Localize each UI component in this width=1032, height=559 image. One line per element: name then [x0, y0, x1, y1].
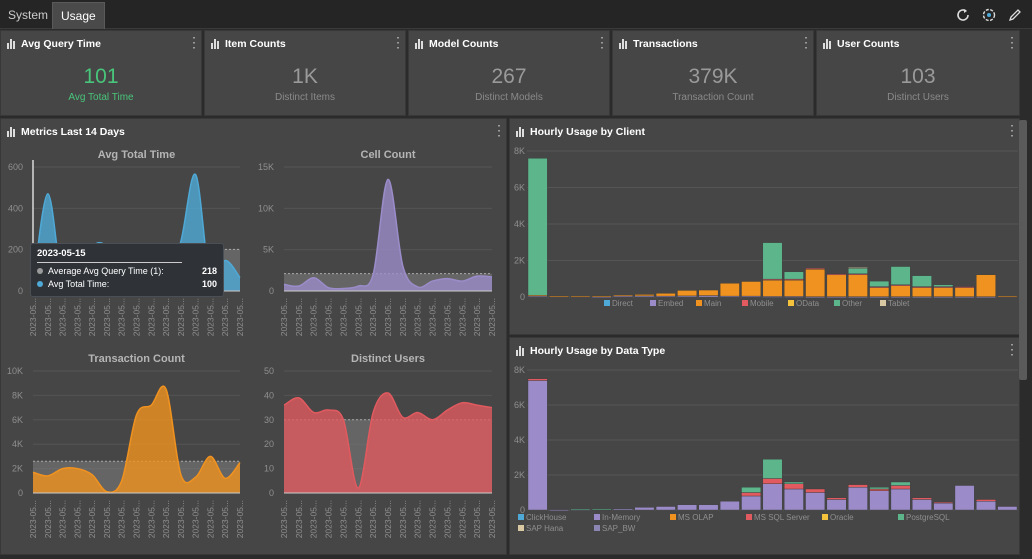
- tooltip-row: Avg Total Time: 100: [37, 279, 217, 289]
- metrics-panel-title: Metrics Last 14 Days: [7, 126, 125, 138]
- metrics-menu-icon[interactable]: ⋮: [492, 122, 506, 138]
- tab-usage[interactable]: Usage: [52, 2, 105, 29]
- kpi-menu-icon[interactable]: ⋮: [1005, 34, 1019, 50]
- kpi-title-text: User Counts: [837, 38, 900, 50]
- kpi-value: 379K: [688, 65, 738, 88]
- kpi-subtitle: Distinct Users: [887, 92, 949, 103]
- kpi-value: 103: [900, 65, 936, 88]
- hourly-client-title: Hourly Usage by Client: [516, 126, 645, 138]
- hourly-client-title-text: Hourly Usage by Client: [530, 126, 645, 138]
- tooltip-value: 218: [201, 266, 217, 276]
- kpi-menu-icon[interactable]: ⋮: [595, 34, 609, 50]
- refresh-icon[interactable]: [954, 6, 972, 24]
- bar-chart-icon: [7, 39, 15, 49]
- bar-chart-icon: [415, 39, 423, 49]
- chart-tooltip: 2023-05-15 Average Avg Query Time (1): 2…: [30, 243, 224, 297]
- kpi-title: Model Counts: [415, 38, 498, 50]
- kpi-subtitle: Avg Total Time: [68, 92, 134, 103]
- kpi-menu-icon[interactable]: ⋮: [187, 34, 201, 50]
- bar-chart-icon: [823, 39, 831, 49]
- metrics-panel-title-text: Metrics Last 14 Days: [21, 126, 125, 138]
- hourly-client-menu-icon[interactable]: ⋮: [1005, 122, 1019, 138]
- edit-pencil-icon[interactable]: [1006, 6, 1024, 24]
- kpi-title-text: Model Counts: [429, 38, 499, 50]
- kpi-subtitle: Transaction Count: [672, 92, 754, 103]
- kpi-title-text: Transactions: [633, 38, 698, 50]
- kpi-value: 101: [83, 65, 119, 88]
- bar-chart-icon: [619, 39, 627, 49]
- kpi-title: Avg Query Time: [7, 38, 101, 50]
- kpi-panel: Model Counts ⋮ 267 Distinct Models: [408, 30, 610, 116]
- kpi-value: 1K: [292, 65, 318, 88]
- kpi-menu-icon[interactable]: ⋮: [799, 34, 813, 50]
- kpi-subtitle: Distinct Items: [274, 92, 335, 103]
- kpi-title: Transactions: [619, 38, 698, 50]
- tab-system[interactable]: System: [8, 8, 49, 22]
- kpi-panel: User Counts ⋮ 103 Distinct Users: [816, 30, 1020, 116]
- kpi-title-text: Item Counts: [225, 38, 286, 50]
- hourly-datatype-title: Hourly Usage by Data Type: [516, 345, 665, 357]
- tooltip-row: Average Avg Query Time (1): 218: [37, 266, 217, 276]
- kpi-title: User Counts: [823, 38, 899, 50]
- kpi-subtitle: Distinct Models: [475, 92, 543, 103]
- hourly-datatype-title-text: Hourly Usage by Data Type: [530, 345, 666, 357]
- kpi-title-text: Avg Query Time: [21, 38, 101, 50]
- hourly-client-panel: Hourly Usage by Client ⋮: [509, 118, 1020, 335]
- hourly-datatype-menu-icon[interactable]: ⋮: [1005, 341, 1019, 357]
- kpi-panel: Avg Query Time ⋮ 101 Avg Total Time: [0, 30, 202, 116]
- tooltip-date: 2023-05-15: [37, 248, 182, 263]
- auto-refresh-icon[interactable]: [980, 6, 998, 24]
- bar-chart-icon: [516, 346, 524, 356]
- bar-chart-icon: [516, 127, 524, 137]
- kpi-panel: Item Counts ⋮ 1K Distinct Items: [204, 30, 406, 116]
- tooltip-label: Avg Total Time:: [48, 279, 110, 289]
- kpi-menu-icon[interactable]: ⋮: [391, 34, 405, 50]
- reference-dot-icon: [37, 268, 43, 274]
- top-bar: System Usage: [0, 0, 1032, 29]
- tooltip-label: Average Avg Query Time (1):: [48, 266, 164, 276]
- bar-chart-icon: [7, 127, 15, 137]
- metrics-panel: Metrics Last 14 Days ⋮: [0, 118, 507, 555]
- kpi-title: Item Counts: [211, 38, 286, 50]
- hourly-datatype-panel: Hourly Usage by Data Type ⋮: [509, 337, 1020, 555]
- series-dot-icon: [37, 281, 43, 287]
- kpi-value: 267: [491, 65, 527, 88]
- bar-chart-icon: [211, 39, 219, 49]
- kpi-panel: Transactions ⋮ 379K Transaction Count: [612, 30, 814, 116]
- right-scrollbar[interactable]: [1019, 120, 1027, 380]
- tooltip-value: 100: [201, 279, 217, 289]
